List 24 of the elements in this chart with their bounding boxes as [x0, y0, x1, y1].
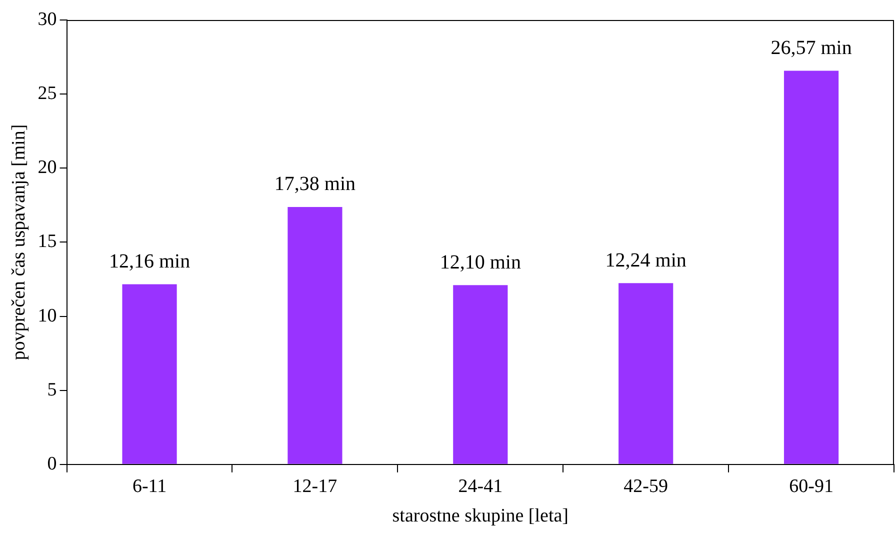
- data-label: 12,10 min: [440, 251, 521, 274]
- x-tick-label: 6-11: [132, 476, 167, 497]
- x-tick-label: 12-17: [292, 476, 338, 497]
- x-tick-label: 24-41: [458, 476, 503, 497]
- data-label: 17,38 min: [274, 173, 356, 196]
- y-tick-label: 20: [38, 157, 57, 178]
- x-axis-title: starostne skupine [leta]: [392, 506, 569, 527]
- data-label: 26,57 min: [770, 37, 852, 60]
- bar: [453, 285, 508, 464]
- y-tick-label: 15: [38, 231, 57, 252]
- y-tick-label: 5: [47, 379, 57, 400]
- bar: [618, 283, 674, 464]
- bar: [122, 284, 177, 464]
- y-tick-label: 25: [38, 83, 57, 104]
- x-tick-label: 42-59: [624, 476, 668, 497]
- y-tick-label: 30: [38, 8, 57, 30]
- bar: [784, 70, 839, 464]
- y-tick-label: 0: [47, 453, 57, 474]
- data-label: 12,24 min: [605, 249, 686, 272]
- y-tick-label: 10: [38, 305, 57, 326]
- bar: [288, 206, 342, 464]
- data-label: 12,16 min: [108, 250, 190, 273]
- y-axis-title: povprečen čas uspavanja [min]: [8, 124, 30, 360]
- x-tick-label: 60-91: [789, 476, 834, 497]
